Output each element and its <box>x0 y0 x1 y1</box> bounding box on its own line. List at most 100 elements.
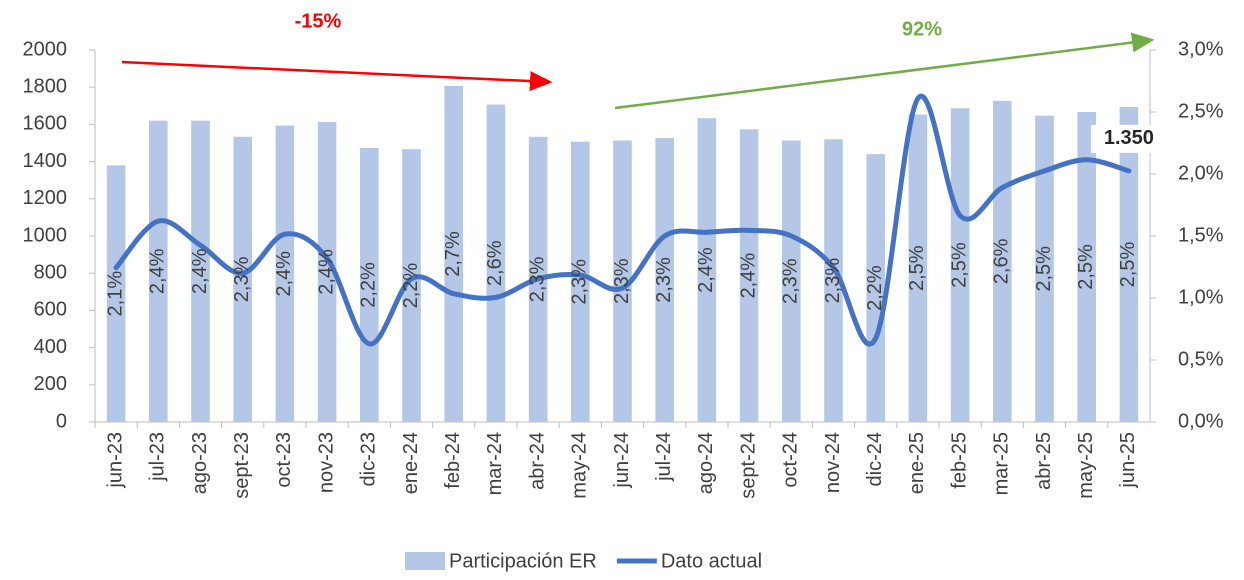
arrow <box>614 32 1155 110</box>
x-tick-label: ene-24 <box>400 432 422 494</box>
x-tick-label: jun-25 <box>1117 432 1139 489</box>
legend-label: Participación ER <box>449 550 597 572</box>
data-label: 2,3% <box>611 258 633 304</box>
x-tick-label: ene-25 <box>906 432 928 494</box>
bar <box>486 104 506 422</box>
bar <box>106 165 126 422</box>
y-tick-label: 400 <box>34 336 67 358</box>
bar <box>317 121 337 423</box>
x-tick-label: may-25 <box>1075 432 1097 499</box>
x-tick-label: jun-24 <box>611 432 633 489</box>
data-label: 2,4% <box>737 253 759 299</box>
data-label: 2,4% <box>315 249 337 295</box>
data-label: 2,5% <box>948 242 970 288</box>
data-label: 2,2% <box>400 263 422 309</box>
x-tick-label: ago-24 <box>695 432 717 494</box>
y2-tick-label: 1,5% <box>1178 224 1224 246</box>
bar <box>866 154 885 422</box>
legend-swatch <box>405 552 445 570</box>
data-label: 2,1% <box>104 271 126 317</box>
data-label: 2,3% <box>526 256 548 302</box>
data-label: 2,2% <box>864 265 886 311</box>
bar <box>1077 112 1096 422</box>
label-bg <box>1090 124 1167 153</box>
data-label: 2,4% <box>147 248 169 294</box>
data-label: 2,4% <box>189 248 211 294</box>
y-tick-label: 800 <box>34 261 67 283</box>
y-tick-label: 1200 <box>23 187 68 209</box>
data-label: 2,3% <box>569 259 591 305</box>
y2-tick-label: 3,0% <box>1178 38 1224 60</box>
x-tick-label: dic-23 <box>358 432 380 486</box>
x-tick-label: nov-24 <box>822 432 844 493</box>
bar <box>950 108 970 422</box>
y2-tick-label: 2,5% <box>1178 100 1224 122</box>
bar <box>149 120 168 423</box>
x-tick-label: mar-24 <box>484 432 506 495</box>
x-tick-label: sept-23 <box>231 432 253 499</box>
data-label: 2,3% <box>231 256 253 302</box>
y2-tick-label: 0,0% <box>1178 410 1224 432</box>
bar <box>275 125 295 422</box>
data-label: 2,4% <box>273 251 295 297</box>
data-label: 2,6% <box>484 240 506 286</box>
arrow <box>121 60 553 92</box>
bar <box>1035 115 1054 422</box>
data-label: 2,6% <box>991 238 1013 284</box>
x-tick-label: abr-24 <box>526 432 548 490</box>
y2-tick-label: 0,5% <box>1178 348 1224 370</box>
x-tick-label: feb-25 <box>948 432 970 489</box>
annotation: -15% <box>295 10 342 32</box>
bar <box>360 147 379 422</box>
line <box>113 93 1132 347</box>
bar <box>824 139 843 422</box>
y2-tick-label: 2,0% <box>1178 162 1224 184</box>
y-tick-label: 1000 <box>23 224 68 246</box>
x-tick-label: nov-23 <box>315 432 337 493</box>
y-tick-label: 1600 <box>23 113 68 135</box>
x-tick-label: sept-24 <box>737 432 759 499</box>
data-label: 2,5% <box>906 245 928 291</box>
x-tick-label: jul-24 <box>653 432 675 482</box>
x-tick-label: dic-24 <box>864 432 886 486</box>
bar <box>697 118 717 422</box>
data-label: 1.350 <box>1104 127 1154 149</box>
x-tick-label: oct-24 <box>780 432 802 488</box>
x-tick-label: may-24 <box>569 432 591 499</box>
y-tick-label: 2000 <box>23 38 68 60</box>
data-label: 2,5% <box>1117 242 1139 288</box>
data-label: 2,3% <box>822 258 844 304</box>
y2-tick-label: 1,0% <box>1178 286 1224 308</box>
y-tick-label: 1400 <box>23 150 68 172</box>
bar <box>402 149 421 422</box>
legend-label: Dato actual <box>661 550 762 572</box>
data-label: 2,3% <box>780 258 802 304</box>
data-label: 2,4% <box>695 247 717 293</box>
y-tick-label: 0 <box>56 410 67 432</box>
bar <box>613 140 632 422</box>
data-label: 2,5% <box>1075 244 1097 290</box>
bar <box>571 141 590 422</box>
bar <box>908 114 928 422</box>
data-label: 2,7% <box>442 231 464 277</box>
bar <box>782 140 801 422</box>
x-tick-label: abr-25 <box>1033 432 1055 490</box>
bar <box>233 136 252 423</box>
y-tick-label: 1800 <box>23 75 68 97</box>
data-label: 2,2% <box>358 262 380 308</box>
annotation: 92% <box>902 18 942 40</box>
y-tick-label: 600 <box>34 299 67 321</box>
bar <box>1119 107 1139 422</box>
bar <box>993 100 1012 422</box>
bar <box>444 85 463 423</box>
x-tick-label: mar-25 <box>991 432 1013 495</box>
x-tick-label: jun-23 <box>104 432 126 489</box>
y-tick-label: 200 <box>34 373 67 395</box>
x-tick-label: feb-24 <box>442 432 464 489</box>
data-label: 2,5% <box>1033 246 1055 292</box>
data-label: 2,3% <box>653 257 675 303</box>
bar <box>191 120 210 423</box>
bar <box>739 129 759 423</box>
x-tick-label: ago-23 <box>189 432 211 494</box>
